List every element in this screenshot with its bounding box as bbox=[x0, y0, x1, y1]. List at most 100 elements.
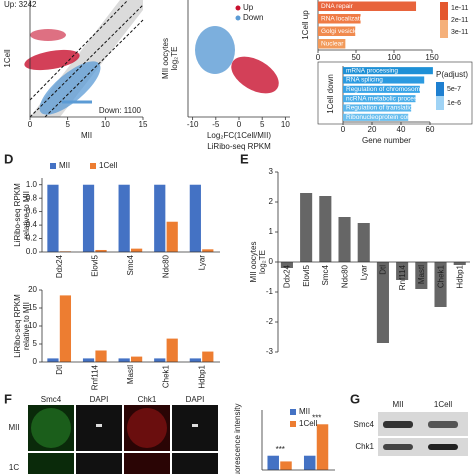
x-tick-label: Chek1 bbox=[162, 364, 171, 388]
x-tick-label: -10 bbox=[187, 120, 199, 129]
category-label: Nuclear division bbox=[321, 40, 367, 47]
panel-label: F bbox=[4, 391, 12, 406]
legend-tick-label: 5e-7 bbox=[447, 86, 461, 93]
x-tick-label: 15 bbox=[139, 120, 148, 129]
category-label: ncRNA metabolic process bbox=[346, 95, 421, 102]
bar bbox=[396, 262, 409, 280]
legend-tick-label: 3e-11 bbox=[451, 29, 468, 36]
legend-gradient bbox=[436, 82, 444, 96]
category-label: DNA repair bbox=[321, 3, 354, 10]
x-tick-label: Rnf114 bbox=[91, 364, 100, 390]
bar bbox=[59, 295, 72, 362]
bar bbox=[343, 76, 425, 84]
category-label: RNA splicing bbox=[346, 77, 383, 84]
bar bbox=[118, 184, 130, 252]
category-label: Golgi vesicle transport bbox=[321, 28, 385, 35]
legend-gradient bbox=[440, 20, 448, 38]
y-tick-label: 0.0 bbox=[26, 247, 38, 256]
x-tick-label: 5 bbox=[260, 120, 265, 129]
x-tick-label: 0 bbox=[316, 53, 321, 62]
y-tick-label: 15 bbox=[28, 303, 37, 312]
legend-tick-label: 1e-11 bbox=[451, 5, 468, 12]
annotation: Up: 3242 bbox=[4, 0, 37, 9]
y-tick-label: 0.4 bbox=[26, 220, 38, 229]
column-label: DAPI bbox=[186, 395, 205, 404]
y-tick-label: 3 bbox=[269, 167, 274, 176]
y-tick-label: 0 bbox=[33, 357, 38, 366]
legend-label: Up bbox=[243, 3, 254, 12]
y-axis-label: relative to MII bbox=[22, 191, 31, 239]
bar bbox=[415, 262, 428, 289]
x-tick-label: 50 bbox=[352, 53, 361, 62]
bar bbox=[118, 358, 130, 362]
panel-frame bbox=[317, 61, 473, 125]
x-tick-label: 0 bbox=[28, 120, 33, 129]
western-blot bbox=[378, 412, 468, 456]
bar bbox=[154, 358, 166, 362]
bar bbox=[318, 1, 417, 11]
x-tick-label: 10 bbox=[281, 120, 290, 129]
y-axis-label: LiRibo-seq RPKM bbox=[13, 294, 22, 358]
y-tick-label: 10 bbox=[28, 321, 37, 330]
x-tick-label: Dtl bbox=[55, 365, 64, 375]
x-tick-label: Hdbp1 bbox=[456, 264, 465, 288]
bar bbox=[82, 358, 95, 362]
x-tick-label: Mastl bbox=[417, 265, 426, 284]
x-tick-label: Lyar bbox=[360, 265, 369, 281]
row-label: Smc4 bbox=[354, 420, 375, 429]
x-tick-label: Ddx24 bbox=[55, 254, 64, 278]
bar bbox=[318, 26, 356, 36]
bar bbox=[154, 184, 166, 252]
legend-title: P(adjust) bbox=[436, 70, 468, 79]
x-tick-label: Elovl5 bbox=[302, 264, 311, 286]
x-tick-label: Smc4 bbox=[126, 254, 135, 275]
x-tick-label: Rnf114 bbox=[398, 264, 407, 290]
y-tick-label: -2 bbox=[266, 317, 274, 326]
bar bbox=[318, 39, 346, 49]
bar bbox=[343, 113, 409, 121]
annotation: *** bbox=[312, 413, 321, 422]
bar bbox=[357, 223, 370, 262]
micrographs bbox=[28, 405, 218, 474]
y-axis-label: LiRibo-seq RPKM bbox=[13, 183, 22, 247]
x-axis-label: MII bbox=[81, 131, 92, 140]
bar bbox=[47, 184, 59, 252]
bar bbox=[202, 351, 214, 362]
y-tick-label: 1.0 bbox=[26, 180, 38, 189]
bar bbox=[131, 356, 143, 362]
bar bbox=[319, 196, 332, 262]
y-tick-label: 20 bbox=[28, 285, 37, 294]
y-tick-label: 0 bbox=[269, 257, 274, 266]
row-label: Chk1 bbox=[355, 442, 374, 451]
legend-swatch bbox=[50, 163, 56, 169]
y-tick-label: -1 bbox=[266, 287, 274, 296]
bar bbox=[82, 184, 95, 252]
legend-tick-label: 1e-6 bbox=[447, 100, 461, 107]
y-axis-label: log₂TE bbox=[258, 250, 267, 274]
y-tick-label: 0.8 bbox=[26, 193, 38, 202]
bar bbox=[189, 184, 201, 252]
bar bbox=[47, 358, 59, 362]
bar bbox=[267, 455, 279, 470]
bar bbox=[166, 338, 178, 362]
bar bbox=[95, 350, 107, 362]
x-axis-label: Log₂FC(1Cell/MII) bbox=[207, 131, 271, 140]
legend-gradient bbox=[440, 2, 448, 20]
category-label: Regulation of chromosome organization bbox=[346, 86, 461, 93]
bar bbox=[376, 262, 389, 343]
legend-label: 1Cell bbox=[99, 161, 117, 170]
x-tick-label: -5 bbox=[212, 120, 220, 129]
x-tick-label: 5 bbox=[65, 120, 70, 129]
x-tick-label: Hdbp1 bbox=[197, 364, 206, 388]
legend-gradient bbox=[436, 96, 444, 110]
column-label: Chk1 bbox=[138, 395, 157, 404]
bar bbox=[166, 221, 178, 252]
legend-label: 1Cell bbox=[299, 419, 317, 428]
bar bbox=[338, 217, 351, 262]
bar bbox=[300, 193, 313, 262]
legend-label: Down bbox=[243, 13, 263, 22]
category-label: mRNA processing bbox=[346, 67, 398, 74]
y-axis-label: uorescence intensity bbox=[233, 404, 242, 474]
x-tick-label: 100 bbox=[387, 53, 401, 62]
